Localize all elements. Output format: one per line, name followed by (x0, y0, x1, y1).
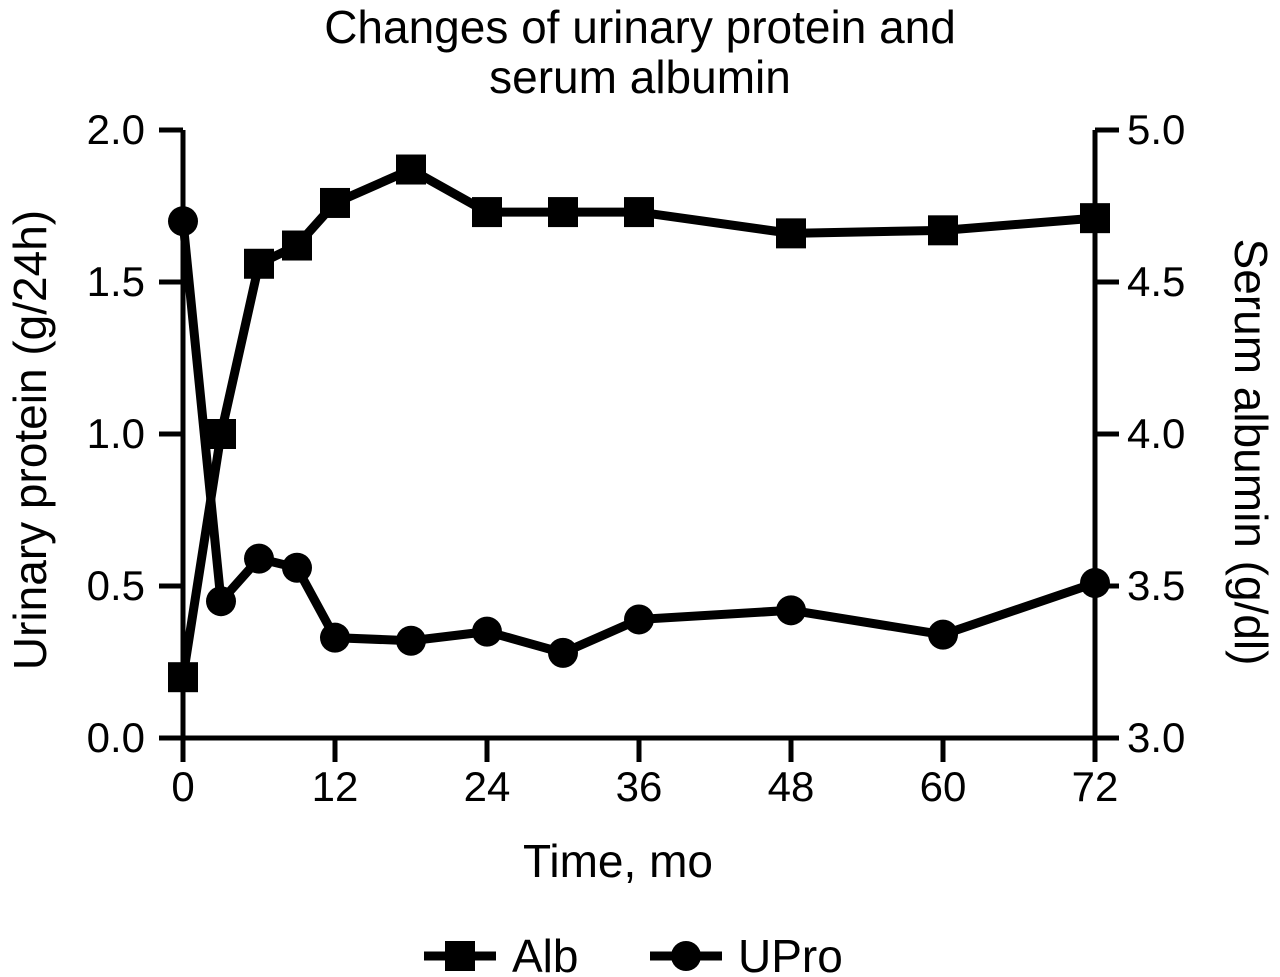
upro-data-point-circle (928, 619, 958, 650)
right-axis-tick-label: 3.5 (1127, 562, 1186, 609)
left-axis-tick-label: 1.5 (86, 258, 145, 305)
legend-item-alb: Alb (424, 932, 578, 977)
alb-data-point-square (776, 218, 806, 249)
upro-data-point-circle (548, 637, 578, 668)
alb-data-point-square (320, 187, 350, 218)
upro-data-point-circle (282, 552, 312, 583)
upro-legend-circle-glyph (671, 941, 701, 971)
upro-data-point-circle (320, 622, 350, 653)
right-axis-tick-label: 3.0 (1127, 714, 1186, 761)
alb-series-line (178, 164, 1096, 678)
left-axis-tick-label: 1.0 (86, 410, 145, 457)
upro-data-point-circle (776, 595, 806, 626)
upro-data-point-circle (472, 616, 502, 647)
chart-title-line1: Changes of urinary protein and (324, 1, 956, 53)
upro-data-point-circle (206, 586, 236, 617)
x-axis-tick-label: 12 (311, 763, 359, 810)
x-axis-tick-label: 24 (463, 763, 511, 810)
upro-data-point-circle (1080, 567, 1110, 598)
alb-data-point-square (624, 197, 654, 228)
right-axis-tick-label: 5.0 (1127, 106, 1186, 153)
x-axis-tick-label: 60 (919, 763, 967, 810)
alb-data-point-square (472, 197, 502, 228)
left-axis-title: Urinary protein (g/24h) (4, 209, 56, 671)
x-axis-title: Time, mo (523, 835, 713, 887)
alb-data-point-square (396, 154, 426, 185)
alb-legend-square-icon (424, 941, 496, 971)
alb-data-point-square (244, 248, 274, 279)
legend-label-upro: UPro (738, 930, 843, 977)
right-axis-tick-label: 4.0 (1127, 410, 1186, 457)
alb-data-point-square (1080, 203, 1110, 234)
chart-title-line2: serum albumin (489, 51, 791, 103)
upro-data-point-circle (244, 543, 274, 574)
x-axis-tick-label: 72 (1071, 763, 1119, 810)
chart-title: Changes of urinary protein and serum alb… (0, 2, 1280, 102)
legend-item-upro: UPro (650, 932, 843, 977)
x-axis-tick-label: 48 (767, 763, 815, 810)
upro-data-point-circle (624, 604, 654, 635)
left-axis-tick-label: 0.5 (86, 562, 145, 609)
x-axis-tick-label: 0 (171, 763, 195, 810)
alb-data-point-square (206, 419, 236, 449)
upro-data-point-circle (396, 625, 426, 656)
upro-series-line (178, 220, 1097, 658)
alb-data-point-square (282, 230, 312, 261)
legend-label-alb: Alb (512, 930, 579, 977)
alb-data-point-square (928, 215, 958, 246)
left-axis-tick-label: 2.0 (86, 106, 145, 153)
right-axis-tick-label: 4.5 (1127, 258, 1186, 305)
upro-legend-circle-icon (650, 941, 722, 971)
alb-data-point-square (548, 197, 578, 228)
alb-legend-square-glyph (445, 941, 475, 971)
right-axis-title: Serum albumin (g/dl) (1225, 238, 1277, 666)
x-axis-tick-label: 36 (615, 763, 663, 810)
left-axis-tick-label: 0.0 (86, 714, 145, 761)
upro-data-point-circle (168, 206, 198, 237)
alb-data-point-square (168, 662, 198, 693)
